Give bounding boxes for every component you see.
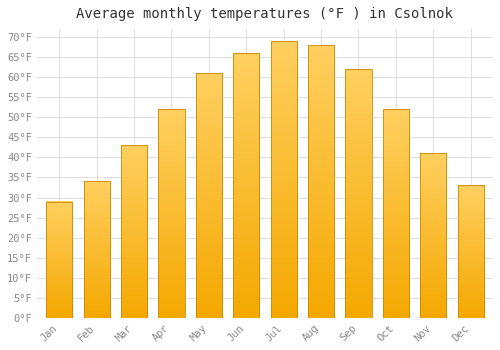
Bar [196,73,222,318]
Bar [84,182,110,318]
Title: Average monthly temperatures (°F ) in Csolnok: Average monthly temperatures (°F ) in Cs… [76,7,454,21]
Bar [458,186,483,318]
Bar [121,145,147,318]
Bar [346,69,372,318]
Bar [46,202,72,318]
Bar [308,45,334,318]
Bar [158,109,184,318]
Bar [270,41,296,318]
Bar [382,109,409,318]
Bar [233,53,260,318]
Bar [420,153,446,318]
